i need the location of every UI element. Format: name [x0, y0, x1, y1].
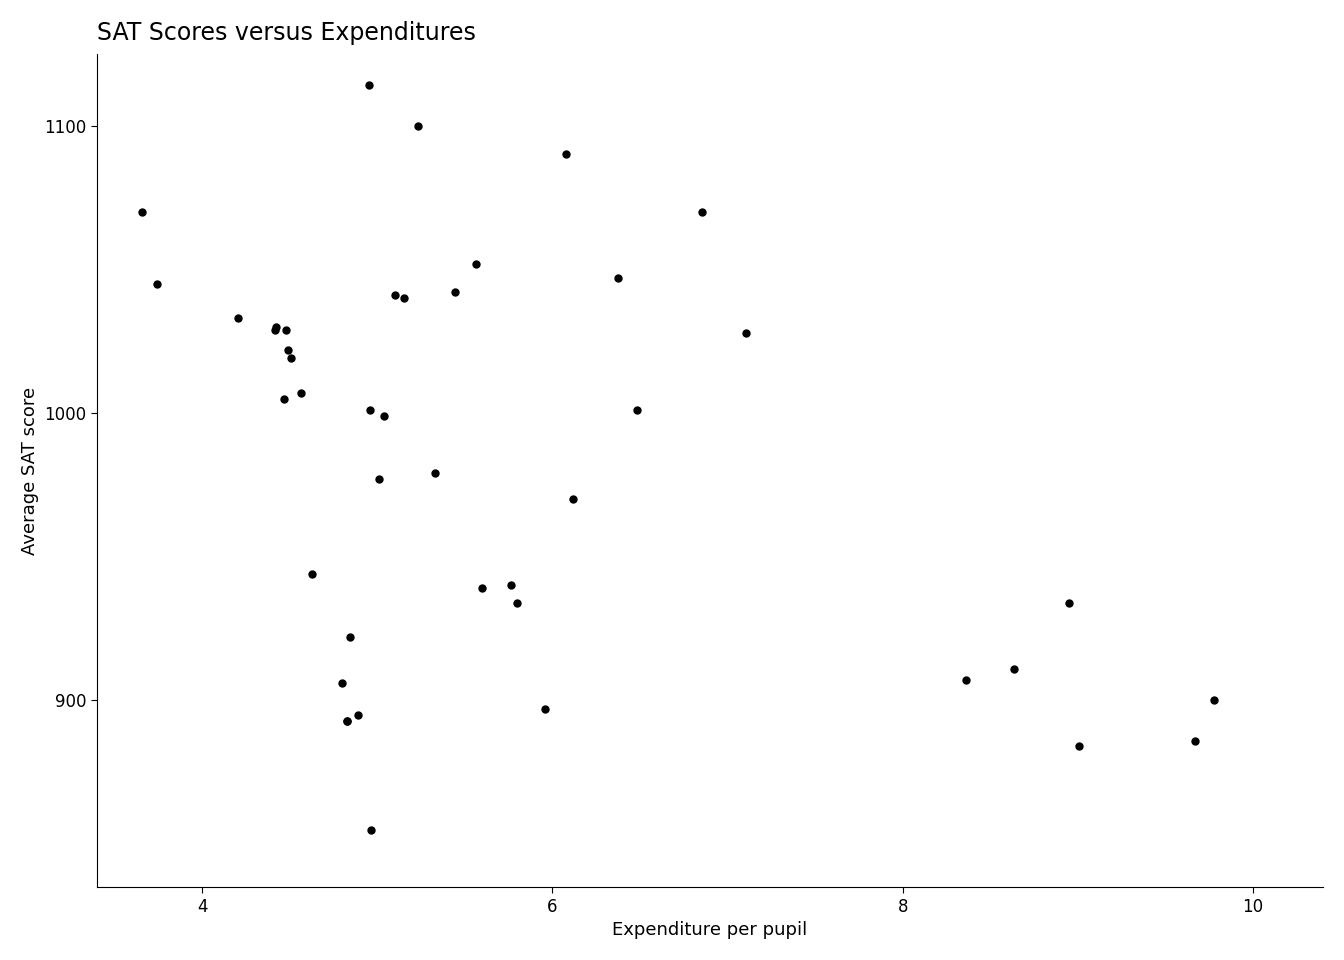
Point — [132, 204, 153, 220]
Point — [281, 350, 302, 366]
Point — [277, 342, 298, 357]
Point — [691, 204, 712, 220]
Point — [407, 118, 429, 133]
Point — [384, 287, 406, 302]
Point — [607, 270, 629, 285]
Point — [340, 630, 362, 645]
Text: SAT Scores versus Expenditures: SAT Scores versus Expenditures — [97, 21, 476, 45]
Point — [274, 391, 296, 406]
Point — [1184, 732, 1206, 748]
Point — [394, 290, 415, 305]
Point — [445, 284, 466, 300]
Point — [358, 78, 379, 93]
Point — [1068, 738, 1090, 754]
Point — [368, 471, 390, 487]
Point — [336, 713, 358, 729]
Point — [562, 492, 583, 507]
Y-axis label: Average SAT score: Average SAT score — [22, 386, 39, 555]
Point — [265, 322, 286, 337]
Point — [470, 581, 492, 596]
Point — [290, 385, 312, 400]
Point — [500, 578, 521, 593]
X-axis label: Expenditure per pupil: Expenditure per pupil — [613, 922, 808, 939]
Point — [146, 276, 168, 291]
Point — [507, 595, 528, 611]
Point — [735, 324, 757, 340]
Point — [1004, 661, 1025, 677]
Point — [423, 466, 445, 481]
Point — [465, 256, 487, 272]
Point — [347, 708, 368, 723]
Point — [331, 676, 352, 691]
Point — [1203, 693, 1224, 708]
Point — [301, 566, 323, 582]
Point — [276, 322, 297, 337]
Point — [555, 147, 577, 162]
Point — [360, 822, 382, 837]
Point — [372, 408, 394, 423]
Point — [956, 673, 977, 688]
Point — [359, 402, 380, 418]
Point — [336, 713, 358, 729]
Point — [1059, 595, 1081, 611]
Point — [227, 310, 249, 325]
Point — [534, 702, 555, 717]
Point — [266, 319, 288, 334]
Point — [626, 402, 648, 418]
